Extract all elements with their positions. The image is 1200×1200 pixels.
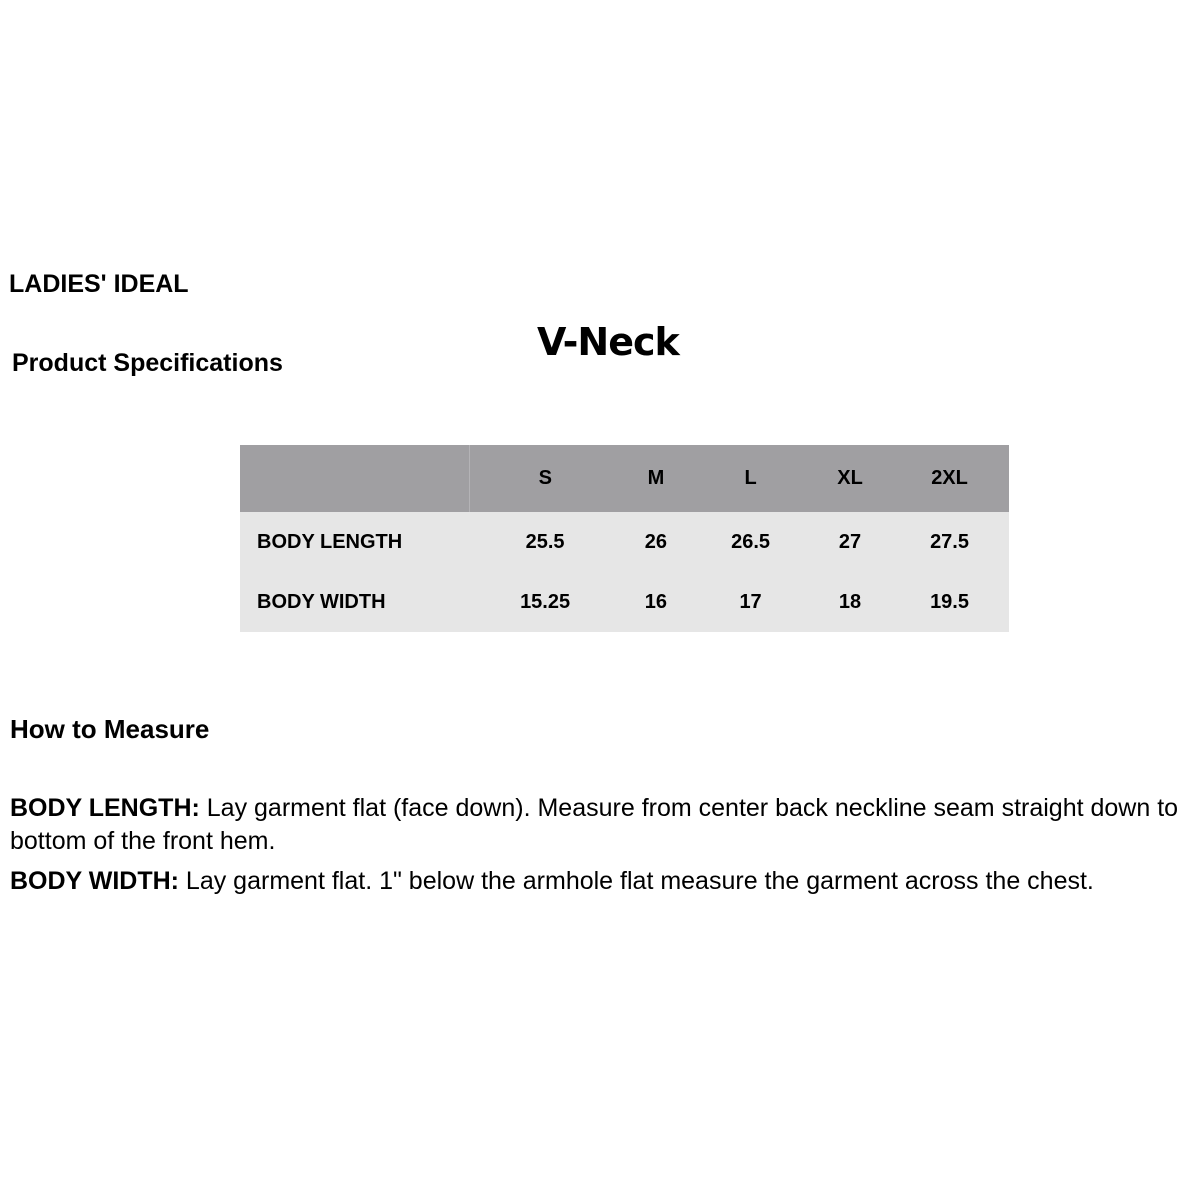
cell: 15.25 (469, 572, 621, 632)
col-header: 2XL (890, 445, 1009, 512)
subtitle: Product Specifications (12, 349, 283, 377)
cell: 18 (810, 572, 891, 632)
text: Lay garment flat. 1" below the armhole f… (178, 867, 1094, 895)
label: BODY WIDTH: (10, 867, 179, 895)
body-width-instruction: BODY WIDTH: Lay garment flat. 1" below t… (10, 865, 1200, 898)
cell: 25.5 (469, 512, 621, 572)
col-header (240, 445, 470, 512)
cell: 19.5 (890, 572, 1009, 632)
cell: 26.5 (691, 512, 811, 572)
body-length-instruction: BODY LENGTH: Lay garment flat (face down… (10, 792, 1200, 858)
col-header: L (691, 445, 811, 512)
cell: 26 (620, 512, 692, 572)
table-row: BODY LENGTH 25.5 26 26.5 27 27.5 (240, 512, 1009, 572)
how-to-measure-title: How to Measure (10, 714, 210, 744)
cell: 27.5 (890, 512, 1009, 572)
brand-title: LADIES' IDEAL (9, 270, 189, 298)
col-header: S (469, 445, 621, 512)
label: BODY LENGTH: (10, 794, 200, 822)
cell: 16 (620, 572, 692, 632)
table-row: BODY WIDTH 15.25 16 17 18 19.5 (240, 572, 1009, 632)
row-label: BODY LENGTH (240, 512, 470, 572)
size-table: S M L XL 2XL BODY LENGTH 25.5 26 26.5 27… (240, 445, 1009, 632)
row-label: BODY WIDTH (240, 572, 470, 632)
cell: 27 (810, 512, 891, 572)
text: Lay garment flat (face down). Measure fr… (10, 794, 1179, 855)
col-header: M (620, 445, 692, 512)
header-row: S M L XL 2XL (240, 445, 1009, 512)
style-title: V-Neck (537, 320, 680, 364)
cell: 17 (691, 572, 811, 632)
col-header: XL (810, 445, 891, 512)
